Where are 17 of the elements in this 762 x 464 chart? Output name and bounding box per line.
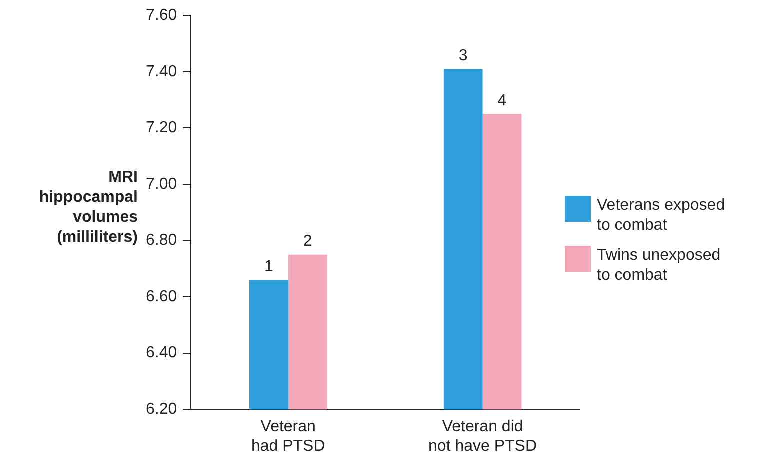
y-tick-label: 6.60 xyxy=(146,288,178,306)
y-tick-label: 6.40 xyxy=(146,344,178,362)
annotation: 1 xyxy=(264,258,274,276)
legend-label: Veterans exposed to combat xyxy=(597,196,726,236)
annotation: 2 xyxy=(303,233,312,250)
y-tick-label: 6.80 xyxy=(146,232,178,250)
annotation: 4 xyxy=(498,92,507,110)
y-tick-label: 7.60 xyxy=(146,7,178,24)
x-tick-label: Veteran did not have PTSD xyxy=(428,418,538,455)
y-axis-title: MRI hippocampal volumes (milliliters) xyxy=(38,168,138,248)
y-tick-label: 7.20 xyxy=(146,120,178,137)
y-tick-label: 7.40 xyxy=(146,63,178,80)
x-tick-label: Veteran had PTSD xyxy=(251,418,326,455)
y-tick-label: 7.00 xyxy=(146,176,178,193)
y-tick-label: 6.20 xyxy=(146,401,178,418)
annotation: 3 xyxy=(458,47,468,64)
legend-label: Twins unexposed to combat xyxy=(597,246,722,286)
